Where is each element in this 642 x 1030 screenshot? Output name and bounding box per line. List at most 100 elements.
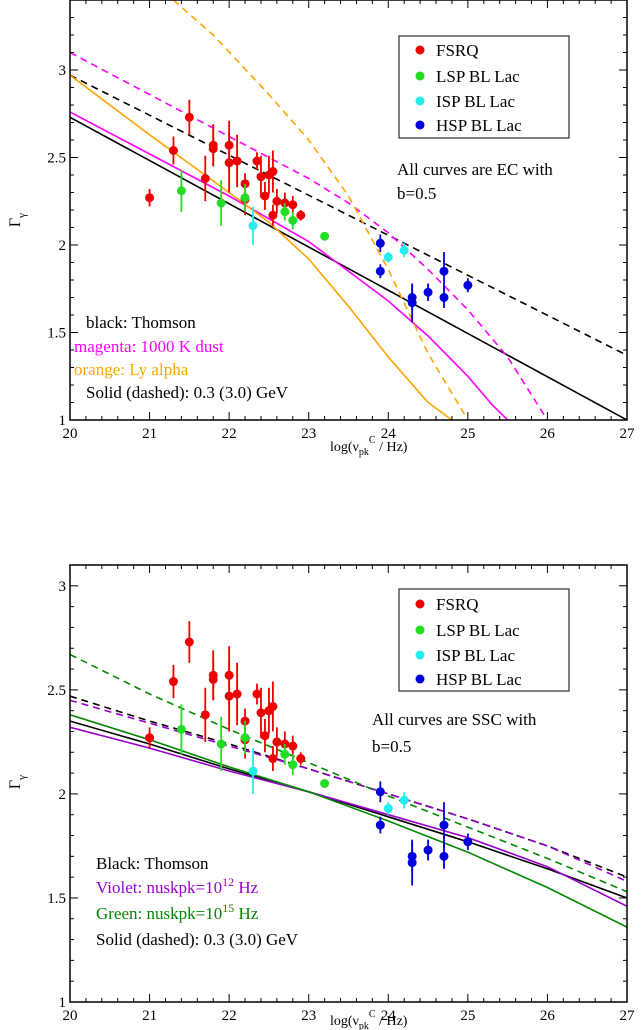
bottom-point-isp-bl-lac <box>400 796 409 805</box>
legend-label-hsp: HSP BL Lac <box>436 670 522 689</box>
top-note-line2: b=0.5 <box>397 184 436 203</box>
top-point-isp-bl-lac <box>400 246 409 255</box>
bottom-key-green: Green: nuskpk=1015 Hz <box>96 901 259 923</box>
top-point-fsrq <box>169 146 178 155</box>
legend-marker-hsp <box>416 675 425 684</box>
legend-marker-lsp <box>416 72 425 81</box>
bottom-point-isp-bl-lac <box>249 767 258 776</box>
top-point-fsrq <box>209 141 218 150</box>
top-x-tick-label: 26 <box>540 426 556 442</box>
top-x-tick-label: 22 <box>222 426 237 442</box>
top-x-tick-label: 27 <box>620 426 636 442</box>
top-point-hsp-bl-lac <box>376 267 385 276</box>
bottom-note-line1: All curves are SSC with <box>372 710 537 729</box>
legend-label-isp: ISP BL Lac <box>436 92 515 111</box>
top-point-fsrq <box>185 113 194 122</box>
legend-label-isp: ISP BL Lac <box>436 646 515 665</box>
top-point-fsrq <box>201 174 210 183</box>
bottom-key-violet: Violet: nuskpk=1012 Hz <box>96 875 259 897</box>
top-key-magenta: magenta: 1000 K dust <box>74 337 224 356</box>
bottom-key-black: Black: Thomson <box>96 854 209 873</box>
top-point-fsrq <box>256 172 265 181</box>
top-point-lsp-bl-lac <box>241 193 250 202</box>
top-point-fsrq <box>145 193 154 202</box>
bottom-point-lsp-bl-lac <box>241 733 250 742</box>
top-point-hsp-bl-lac <box>439 267 448 276</box>
top-y-tick-label: 1 <box>59 413 67 429</box>
top-point-fsrq <box>268 167 277 176</box>
top-point-fsrq <box>233 157 242 166</box>
legend-marker-isp <box>416 97 425 106</box>
top-key-black: black: Thomson <box>86 313 196 332</box>
bottom-point-fsrq <box>272 737 281 746</box>
bottom-point-fsrq <box>233 690 242 699</box>
bottom-point-hsp-bl-lac <box>439 852 448 861</box>
top-point-fsrq <box>272 197 281 206</box>
top-panel: 20 21 22 23 24 25 26 2711.522.53 log(νpkC / Hz)… <box>7 0 635 458</box>
legend-marker-fsrq <box>416 600 425 609</box>
top-point-lsp-bl-lac <box>217 199 226 208</box>
bottom-legend: FSRQ LSP BL Lac ISP BL Lac HSP BL Lac <box>399 589 569 691</box>
bottom-point-hsp-bl-lac <box>376 787 385 796</box>
legend-label-lsp: LSP BL Lac <box>436 621 520 640</box>
top-x-tick-label: 23 <box>301 426 316 442</box>
bottom-x-tick-label: 27 <box>620 1008 636 1024</box>
top-y-tick-label: 2.5 <box>47 151 66 167</box>
legend-marker-fsrq <box>416 46 425 55</box>
bottom-point-fsrq <box>201 710 210 719</box>
bottom-point-fsrq <box>185 637 194 646</box>
bottom-point-fsrq <box>288 742 297 751</box>
top-point-lsp-bl-lac <box>288 216 297 225</box>
top-y-axis-label: Γγ <box>7 213 28 227</box>
bottom-x-tick-label: 23 <box>301 1008 316 1024</box>
top-key-orange: orange: Ly alpha <box>74 360 189 379</box>
legend-label-hsp: HSP BL Lac <box>436 116 522 135</box>
bottom-x-axis-label: log(νpkC / Hz) <box>330 1009 408 1030</box>
bottom-point-fsrq <box>209 671 218 680</box>
legend-marker-lsp <box>416 626 425 635</box>
bottom-panel: 20 21 22 23 24 25 26 27 1 1.5 2 2.5 3 log(νpkC / Hz)… <box>7 565 635 1030</box>
legend-label-lsp: LSP BL Lac <box>436 67 520 86</box>
bottom-y-tick-label: 1.5 <box>47 891 66 907</box>
legend-marker-hsp <box>416 121 425 130</box>
bottom-point-fsrq <box>296 754 305 763</box>
bottom-point-hsp-bl-lac <box>408 858 417 867</box>
top-y-tick-label: 3 <box>59 63 67 79</box>
bottom-y-tick-label: 1 <box>59 995 67 1011</box>
bottom-point-lsp-bl-lac <box>280 750 289 759</box>
top-key-linestyle: Solid (dashed): 0.3 (3.0) GeV <box>86 383 289 402</box>
top-legend: FSRQ LSP BL Lac ISP BL Lac HSP BL Lac <box>399 36 569 138</box>
bottom-curve-1-dashed <box>70 696 627 877</box>
bottom-point-hsp-bl-lac <box>439 821 448 830</box>
legend-label-fsrq: FSRQ <box>436 595 479 614</box>
legend-marker-isp <box>416 651 425 660</box>
bottom-point-fsrq <box>225 692 234 701</box>
top-x-tick-label: 25 <box>460 426 475 442</box>
bottom-key-linestyle: Solid (dashed): 0.3 (3.0) GeV <box>96 930 299 949</box>
bottom-point-fsrq <box>145 733 154 742</box>
legend-label-fsrq: FSRQ <box>436 41 479 60</box>
top-point-isp-bl-lac <box>384 253 393 262</box>
bottom-point-hsp-bl-lac <box>424 846 433 855</box>
bottom-point-lsp-bl-lac <box>320 779 329 788</box>
top-point-isp-bl-lac <box>249 221 258 230</box>
bottom-y-axis-label: Γγ <box>7 775 28 789</box>
top-y-tick-label: 1.5 <box>47 326 66 342</box>
bottom-point-hsp-bl-lac <box>463 837 472 846</box>
top-point-lsp-bl-lac <box>177 186 186 195</box>
bottom-point-fsrq <box>268 702 277 711</box>
bottom-y-tick-label: 3 <box>59 579 67 595</box>
top-point-hsp-bl-lac <box>424 288 433 297</box>
top-point-fsrq <box>225 158 234 167</box>
bottom-x-tick-label: 22 <box>222 1008 237 1024</box>
bottom-y-tick-label: 2.5 <box>47 683 66 699</box>
bottom-y-tick-label: 2 <box>59 787 67 803</box>
top-point-lsp-bl-lac <box>280 207 289 216</box>
bottom-point-fsrq <box>256 708 265 717</box>
bottom-point-lsp-bl-lac <box>177 725 186 734</box>
bottom-point-lsp-bl-lac <box>217 739 226 748</box>
top-x-tick-label: 21 <box>142 426 157 442</box>
bottom-note-line2: b=0.5 <box>372 737 411 756</box>
bottom-point-fsrq <box>169 677 178 686</box>
bottom-x-tick-label: 26 <box>540 1008 556 1024</box>
